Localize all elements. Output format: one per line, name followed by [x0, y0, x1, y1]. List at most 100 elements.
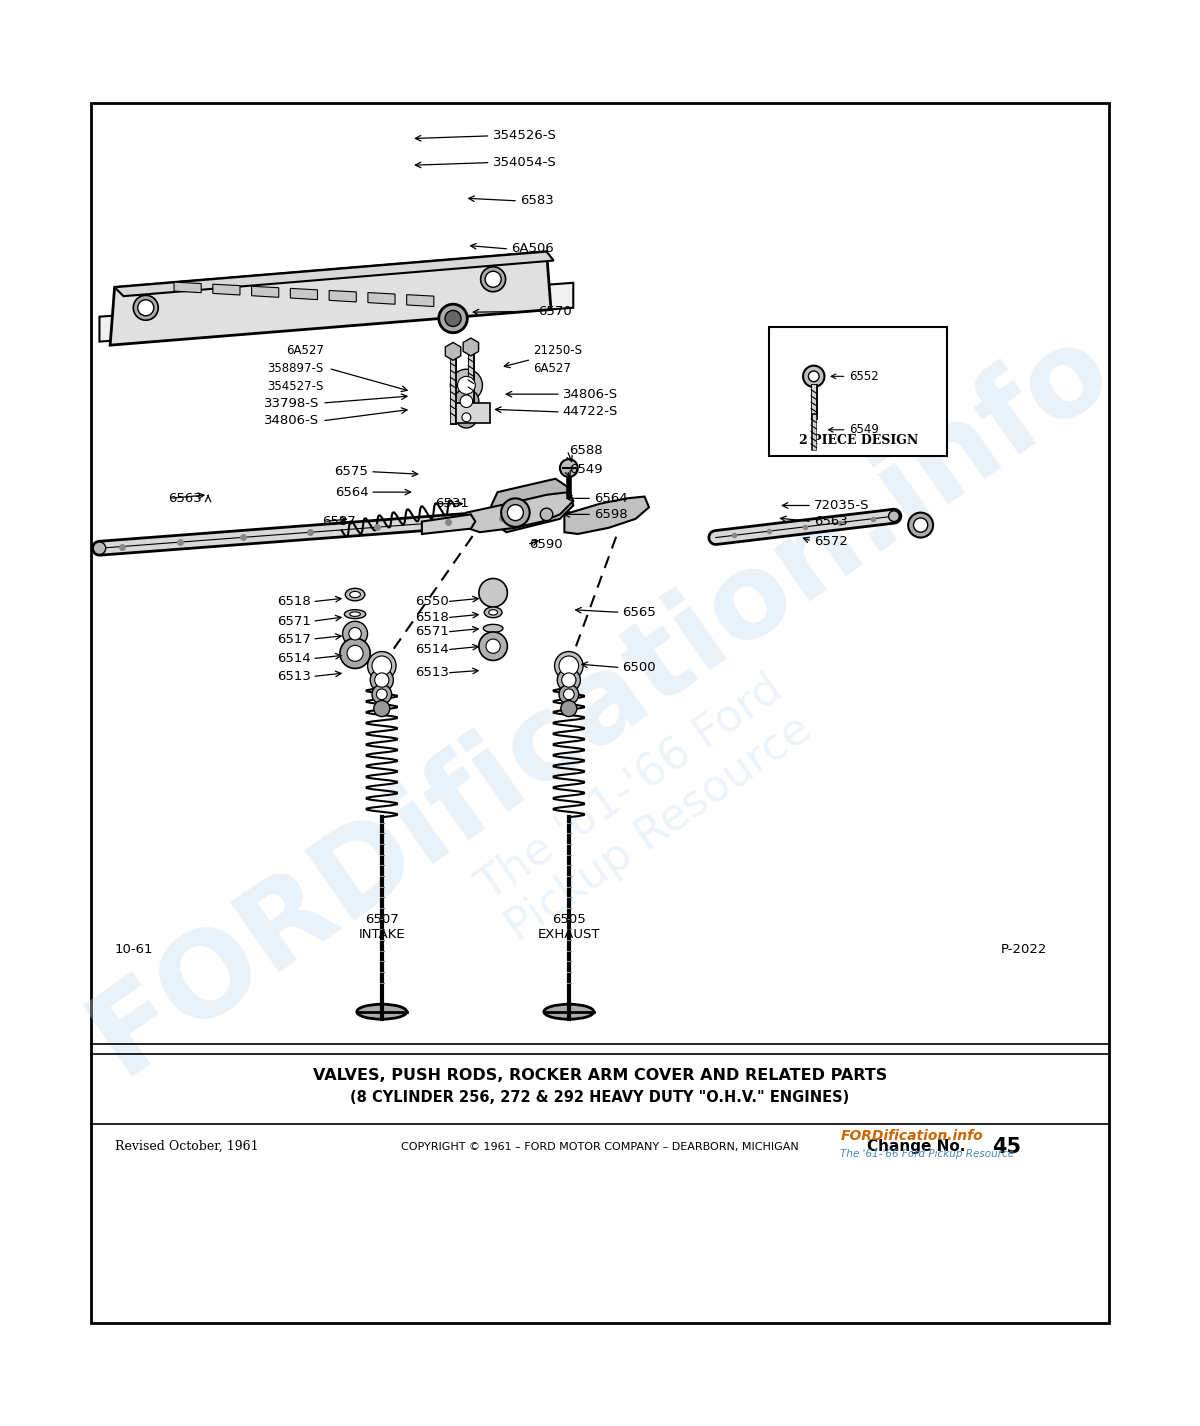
- Circle shape: [343, 622, 367, 646]
- Text: 6A506: 6A506: [511, 242, 553, 255]
- Text: 6571: 6571: [415, 626, 449, 639]
- Text: VALVES, PUSH RODS, ROCKER ARM COVER AND RELATED PARTS: VALVES, PUSH RODS, ROCKER ARM COVER AND …: [313, 1068, 887, 1082]
- Ellipse shape: [344, 610, 366, 619]
- Text: P-2022: P-2022: [1001, 943, 1048, 955]
- Text: 6564: 6564: [594, 492, 628, 505]
- Circle shape: [809, 371, 820, 382]
- Circle shape: [913, 518, 928, 532]
- Text: 6505: 6505: [552, 913, 586, 925]
- Text: 34806-S: 34806-S: [563, 388, 618, 401]
- Text: INTAKE: INTAKE: [359, 928, 406, 941]
- Text: 6571: 6571: [277, 615, 311, 627]
- Text: 6531: 6531: [436, 498, 469, 511]
- Circle shape: [456, 406, 478, 428]
- Circle shape: [340, 639, 371, 669]
- Polygon shape: [407, 295, 434, 307]
- Text: 6517: 6517: [277, 633, 311, 646]
- Text: 6588: 6588: [569, 443, 602, 456]
- Circle shape: [367, 652, 396, 680]
- Text: 6500: 6500: [623, 662, 656, 674]
- Circle shape: [554, 652, 583, 680]
- Circle shape: [349, 627, 361, 640]
- Polygon shape: [422, 515, 475, 533]
- Bar: [456, 404, 490, 422]
- Ellipse shape: [346, 589, 365, 600]
- Circle shape: [564, 689, 574, 700]
- Text: 33798-S: 33798-S: [264, 396, 319, 409]
- Polygon shape: [174, 282, 202, 292]
- Text: 6513: 6513: [415, 666, 449, 679]
- Ellipse shape: [356, 1004, 407, 1020]
- Polygon shape: [252, 287, 278, 298]
- Circle shape: [371, 669, 394, 692]
- Circle shape: [540, 508, 553, 520]
- Ellipse shape: [544, 1004, 594, 1020]
- Circle shape: [486, 639, 500, 653]
- Circle shape: [445, 311, 461, 327]
- Circle shape: [508, 505, 523, 520]
- Ellipse shape: [484, 625, 503, 632]
- Circle shape: [372, 656, 391, 676]
- Polygon shape: [329, 291, 356, 302]
- Text: The '61-'66 Ford Pickup Resource: The '61-'66 Ford Pickup Resource: [840, 1149, 1014, 1159]
- Circle shape: [439, 304, 467, 332]
- Text: (8 CYLINDER 256, 272 & 292 HEAVY DUTY "O.H.V." ENGINES): (8 CYLINDER 256, 272 & 292 HEAVY DUTY "O…: [350, 1091, 850, 1105]
- Circle shape: [803, 365, 824, 386]
- Circle shape: [94, 542, 106, 555]
- Polygon shape: [564, 496, 649, 533]
- Circle shape: [374, 673, 389, 687]
- Circle shape: [460, 395, 473, 408]
- Text: FORDification.info: FORDification.info: [840, 1129, 983, 1144]
- Polygon shape: [115, 251, 553, 297]
- Text: 21250-S
6A527: 21250-S 6A527: [533, 344, 582, 375]
- Text: FORDification.info: FORDification.info: [70, 305, 1130, 1097]
- Polygon shape: [290, 288, 318, 299]
- Circle shape: [457, 376, 475, 394]
- Text: 6552: 6552: [832, 369, 880, 382]
- Circle shape: [559, 656, 578, 676]
- Text: COPYRIGHT © 1961 – FORD MOTOR COMPANY – DEARBORN, MICHIGAN: COPYRIGHT © 1961 – FORD MOTOR COMPANY – …: [401, 1142, 799, 1152]
- Text: 6565: 6565: [623, 606, 656, 619]
- Bar: [769, 328, 947, 456]
- Text: 6570: 6570: [538, 305, 571, 318]
- Text: 6550: 6550: [415, 595, 449, 607]
- Text: 354054-S: 354054-S: [493, 155, 557, 170]
- Text: Revised October, 1961: Revised October, 1961: [115, 1141, 258, 1154]
- Circle shape: [377, 689, 388, 700]
- Circle shape: [138, 299, 154, 315]
- Text: 6514: 6514: [277, 652, 311, 665]
- Text: 6518: 6518: [415, 612, 449, 625]
- Text: 44722-S: 44722-S: [563, 405, 618, 418]
- Text: 6549: 6549: [569, 463, 602, 476]
- Text: 72035-S: 72035-S: [814, 499, 869, 512]
- Text: 6572: 6572: [814, 535, 847, 548]
- Circle shape: [373, 700, 390, 716]
- Text: 6587: 6587: [322, 515, 356, 528]
- Circle shape: [560, 700, 577, 716]
- Text: 6583: 6583: [520, 194, 553, 207]
- Circle shape: [908, 512, 934, 538]
- Circle shape: [560, 459, 577, 476]
- Text: 354526-S: 354526-S: [493, 130, 557, 143]
- Ellipse shape: [349, 592, 360, 597]
- Circle shape: [479, 579, 508, 607]
- Text: 6590: 6590: [529, 538, 563, 552]
- Polygon shape: [110, 251, 551, 345]
- Text: 45: 45: [992, 1137, 1021, 1156]
- Circle shape: [562, 673, 576, 687]
- Circle shape: [559, 684, 578, 704]
- Text: 6507: 6507: [365, 913, 398, 925]
- Circle shape: [347, 646, 364, 662]
- Text: 6513: 6513: [277, 670, 311, 683]
- Circle shape: [462, 414, 470, 422]
- Text: 6518: 6518: [277, 595, 311, 607]
- Circle shape: [481, 267, 505, 292]
- Circle shape: [888, 511, 899, 522]
- Text: 2 PIECE DESIGN: 2 PIECE DESIGN: [799, 434, 918, 446]
- Text: 10-61: 10-61: [115, 943, 154, 955]
- Text: 6563: 6563: [168, 492, 202, 505]
- Text: 6563: 6563: [814, 515, 847, 528]
- Text: 6514: 6514: [415, 643, 449, 656]
- Ellipse shape: [349, 612, 360, 616]
- Circle shape: [557, 669, 581, 692]
